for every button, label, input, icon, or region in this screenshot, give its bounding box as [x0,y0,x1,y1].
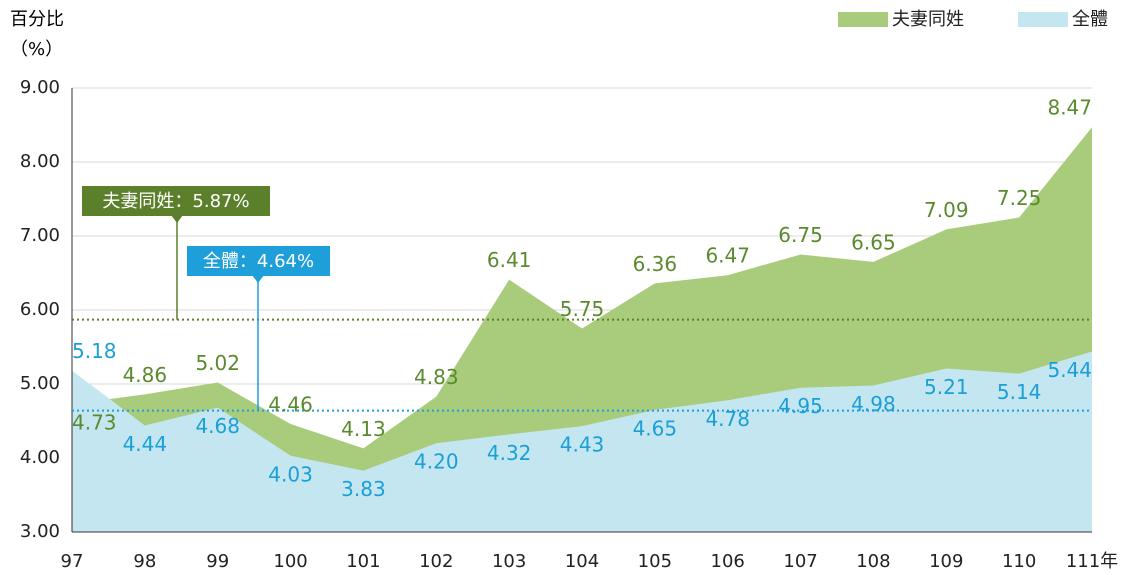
x-tick-label: 97 [61,551,84,572]
data-label: 4.20 [414,450,459,474]
data-label: 7.25 [997,186,1042,210]
data-label: 6.75 [778,223,823,247]
data-label: 4.83 [414,365,459,389]
area [72,351,1092,532]
x-tick-label: 106 [711,551,745,572]
data-label: 4.44 [123,432,168,456]
x-tick-label: 111年 [1066,551,1118,572]
data-label: 5.44 [1047,358,1092,382]
y-tick-label: 8.00 [20,151,60,172]
x-tick-label: 101 [346,551,380,572]
legend-swatch [1018,12,1068,27]
x-tick-label: 103 [492,551,526,572]
y-axis-title: 百分比 [10,9,64,30]
data-label: 6.36 [633,252,678,276]
data-label: 4.78 [705,407,750,431]
data-label: 4.13 [341,417,386,441]
data-label: 4.68 [195,414,240,438]
y-tick-label: 4.00 [20,447,60,468]
data-label: 4.95 [778,394,823,418]
callout-box [82,186,270,216]
data-label: 4.46 [268,392,313,416]
x-tick-label: 105 [638,551,672,572]
data-label: 4.03 [268,462,313,486]
data-label: 8.47 [1047,96,1092,120]
data-label: 4.65 [633,416,678,440]
data-label: 4.43 [560,433,605,457]
callout-arrow [171,215,183,223]
y-tick-label: 3.00 [20,521,60,542]
data-label: 6.47 [705,244,750,268]
x-tick-label: 108 [856,551,890,572]
callout-arrow [252,275,264,283]
callout-label: 夫妻同姓：5.87% [102,191,249,212]
callout-label: 全體：4.64% [203,251,314,272]
legend-swatch [838,12,888,27]
data-label: 4.73 [72,410,117,434]
data-label: 4.86 [123,363,168,387]
data-label: 6.41 [487,248,532,272]
y-tick-label: 9.00 [20,77,60,98]
data-label: 5.14 [997,380,1042,404]
x-tick-label: 109 [929,551,963,572]
data-label: 5.18 [72,339,117,363]
y-axis-title: （%） [10,39,63,60]
callout-box [187,246,330,276]
x-tick-label: 102 [419,551,453,572]
x-tick-label: 100 [273,551,307,572]
y-tick-label: 7.00 [20,225,60,246]
x-tick-label: 107 [783,551,817,572]
data-label: 5.75 [560,297,605,321]
data-label: 5.02 [195,351,240,375]
data-label: 5.21 [924,375,969,399]
x-tick-label: 98 [133,551,156,572]
data-label: 4.32 [487,441,532,465]
data-label: 6.65 [851,230,896,254]
x-tick-label: 110 [1002,551,1036,572]
y-tick-label: 5.00 [20,373,60,394]
data-label: 7.09 [924,198,969,222]
x-tick-label: 99 [206,551,229,572]
x-tick-label: 104 [565,551,599,572]
legend-label: 全體 [1072,9,1108,30]
y-tick-label: 6.00 [20,299,60,320]
legend-label: 夫妻同姓 [892,9,964,30]
data-label: 4.98 [851,392,896,416]
data-label: 3.83 [341,477,386,501]
